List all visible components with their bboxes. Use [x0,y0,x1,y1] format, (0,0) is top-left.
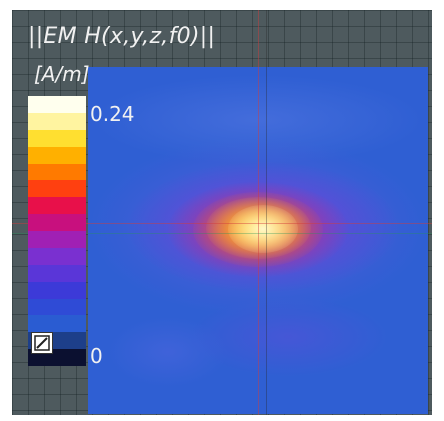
colorbar-segment [28,214,86,231]
field-quantity-title: ||EM H(x,y,z,f0)|| [28,24,216,49]
field-heatmap [88,67,428,414]
colorbar [28,96,86,366]
field-viewport[interactable]: ||EM H(x,y,z,f0)|| [A/m] 0.24 0 [12,10,432,415]
axis-line-horizontal [12,223,432,224]
colorbar-segment [28,197,86,215]
colorbar-segment [28,281,86,299]
heatmap-band [188,297,388,377]
colorbar-segment [28,96,86,113]
axis-line-vertical [258,10,259,415]
colorbar-segment [28,163,86,181]
colorbar-segment [28,247,86,265]
colorbar-segment [28,231,86,248]
colorbar-segment [28,112,86,130]
axis-line-horizontal-secondary [12,233,432,234]
colorbar-segment [28,146,86,164]
diagonal-slash-icon [34,335,50,351]
axis-line-vertical-secondary [266,10,267,415]
colorbar-segment [28,264,86,282]
colorbar-segment [28,298,86,316]
colorbar-max-label: 0.24 [90,102,135,126]
colorbar-segment [28,129,86,147]
colorbar-scale-toggle-button[interactable] [31,332,53,354]
heatmap-hotspot [228,205,298,253]
field-units-label: [A/m] [34,62,90,86]
colorbar-segment [28,180,86,198]
colorbar-min-label: 0 [90,344,103,368]
colorbar-segment [28,315,86,333]
